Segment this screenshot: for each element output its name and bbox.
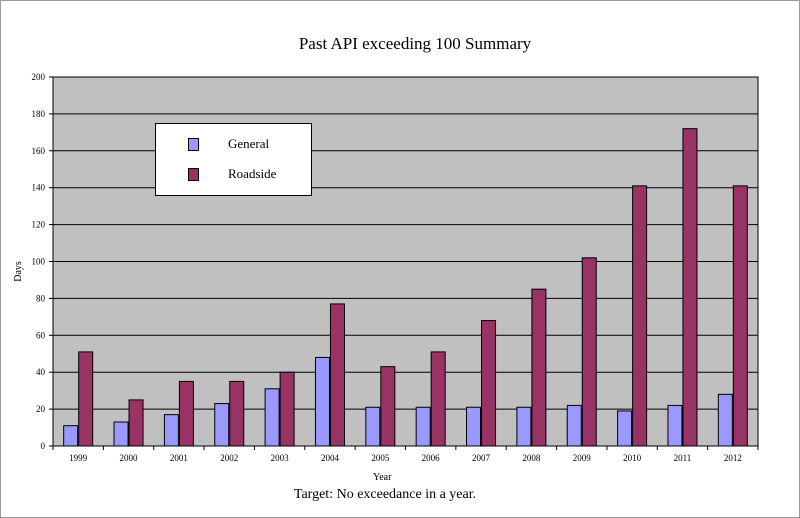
y-axis-title: Days [12,261,24,282]
bar-general-2010 [617,410,633,447]
x-tick-label: 2000 [120,453,139,463]
y-tick-label: 180 [32,109,46,119]
bar-roadside-2001 [178,380,194,447]
bar-roadside-2002 [229,380,245,447]
legend-item-roadside: Roadside [156,165,311,185]
y-tick-label: 140 [32,183,46,193]
legend-swatch-general [188,138,199,151]
bar-general-2011 [667,404,683,447]
x-tick-label: 2003 [271,453,290,463]
x-tick-label: 2009 [573,453,592,463]
legend-label-general: General [228,136,270,151]
bar-roadside-2003 [279,371,295,447]
y-tick-label: 200 [32,72,46,82]
bar-roadside-2009 [581,257,597,447]
y-tick-label: 160 [32,146,46,156]
x-tick-label: 2012 [724,453,742,463]
x-axis-title: Year [373,472,392,483]
chart-title: Past API exceeding 100 Summary [298,34,532,53]
bar-general-2012 [717,393,733,447]
bar-general-2009 [566,404,582,447]
x-tick-label: 2011 [674,453,692,463]
bar-roadside-2008 [531,288,547,447]
y-tick-label: 60 [36,330,46,340]
bar-roadside-2005 [380,366,396,447]
bar-general-2000 [113,421,129,447]
bar-general-2003 [264,388,280,447]
x-tick-label: 2007 [472,453,491,463]
bar-roadside-1999 [78,351,94,447]
x-tick-label: 1999 [69,453,88,463]
x-tick-label: 2002 [220,453,238,463]
bar-general-1999 [63,425,79,447]
y-tick-label: 100 [32,257,46,267]
bar-roadside-2006 [430,351,446,447]
y-tick-label: 40 [36,367,46,377]
bar-roadside-2012 [732,185,748,447]
legend: General Roadside [155,123,312,196]
bar-general-2001 [163,414,179,447]
y-tick-label: 0 [41,441,46,451]
bar-general-2002 [214,403,230,447]
legend-item-general: General [156,135,311,155]
legend-swatch-roadside [188,168,199,181]
y-tick-label: 120 [32,220,46,230]
bar-general-2004 [314,356,330,447]
bar-general-2006 [415,406,431,447]
y-tick-label: 20 [36,404,46,414]
chart-footnote: Target: No exceedance in a year. [293,487,477,502]
bar-roadside-2004 [329,303,345,447]
bar-roadside-2010 [632,185,648,447]
bar-roadside-2011 [682,128,698,447]
x-tick-label: 2010 [623,453,642,463]
bar-general-2005 [365,406,381,447]
x-tick-label: 2004 [321,453,340,463]
bar-general-2007 [466,406,482,447]
bar-roadside-2000 [128,399,144,447]
bar-roadside-2007 [481,320,497,447]
y-tick-label: 80 [36,293,46,303]
bar-general-2008 [516,406,532,447]
x-tick-label: 2008 [522,453,541,463]
x-tick-label: 2001 [170,453,188,463]
x-tick-label: 2005 [371,453,390,463]
x-tick-label: 2006 [422,453,441,463]
legend-label-roadside: Roadside [228,166,277,181]
